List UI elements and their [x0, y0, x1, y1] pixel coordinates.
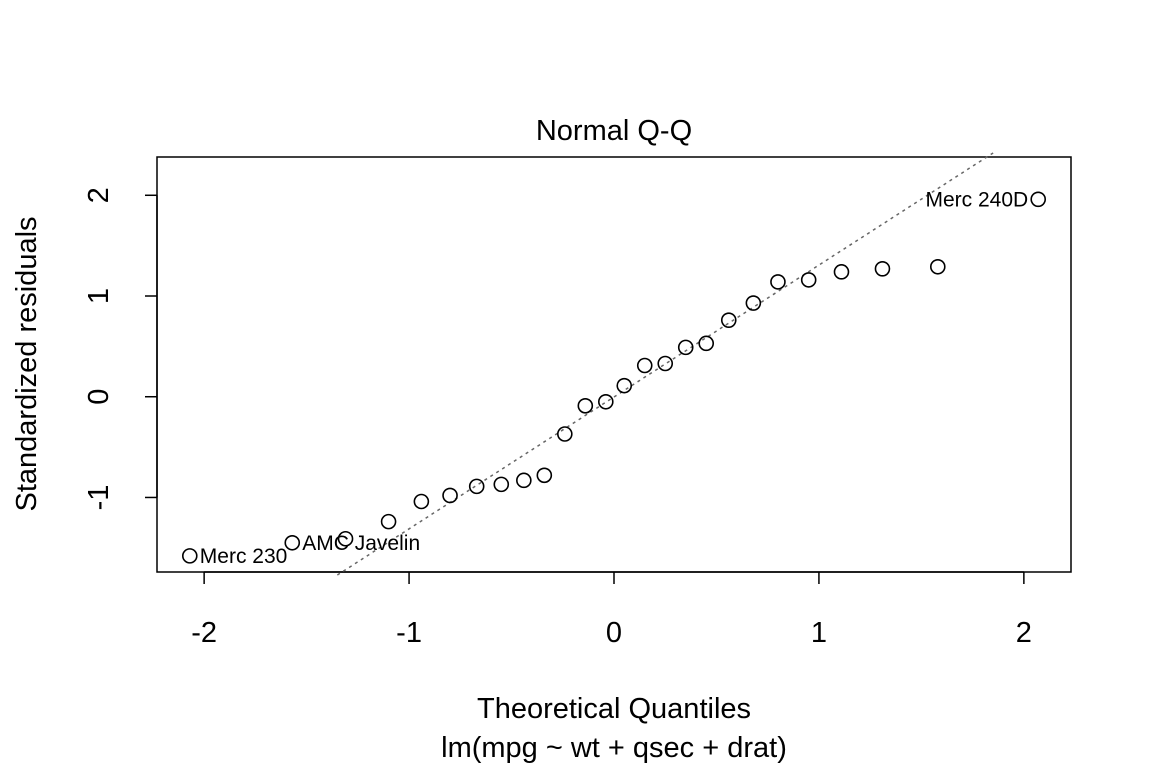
data-point: [577, 397, 594, 414]
x-tick-label: 1: [811, 617, 827, 649]
y-tick-label: 1: [83, 288, 115, 304]
x-axis-label: Theoretical Quantiles: [477, 693, 751, 725]
y-tick-label: -1: [83, 485, 115, 511]
data-point: [800, 272, 817, 288]
plot-frame: [156, 156, 1072, 573]
data-point: [598, 393, 614, 410]
x-tick-label: -2: [191, 617, 217, 649]
data-point: [698, 335, 715, 352]
data-point: [929, 258, 946, 275]
data-point: [284, 534, 301, 551]
model-formula-label: lm(mpg ~ wt + qsec + drat): [441, 732, 787, 764]
reference-line: [336, 152, 994, 576]
y-axis-label: Standardized residuals: [11, 216, 43, 511]
data-point: [745, 295, 762, 311]
point-label: Merc 240D: [926, 188, 1029, 211]
data-point: [677, 339, 694, 356]
x-tick-label: 0: [606, 617, 622, 649]
x-tick-label: -1: [396, 617, 422, 649]
data-point: [874, 261, 891, 277]
y-axis: -1 0 1 2: [83, 187, 158, 511]
data-point: [493, 476, 510, 493]
data-point: [442, 487, 458, 504]
data-point: [516, 472, 532, 489]
data-point: [720, 312, 737, 328]
data-point: [770, 274, 786, 290]
data-point: [536, 467, 553, 484]
data-point: [380, 513, 397, 530]
point-label: Merc 230: [200, 545, 288, 568]
x-axis: -2 -1 0 1 2: [191, 571, 1032, 649]
chart-title: Normal Q-Q: [536, 115, 692, 147]
point-label: AMC Javelin: [302, 532, 420, 555]
data-point: [468, 478, 485, 495]
data-point: [557, 426, 573, 442]
y-tick-label: 2: [83, 187, 115, 203]
data-point: [413, 493, 430, 510]
data-point: [337, 530, 354, 547]
data-point: [833, 264, 850, 280]
point-annotations: Merc 230 AMC Javelin Merc 240D: [200, 188, 1028, 568]
data-point: [636, 357, 653, 374]
x-tick-label: 2: [1016, 617, 1032, 649]
data-points: [181, 191, 1047, 564]
data-point: [657, 355, 674, 372]
data-point: [616, 377, 633, 394]
data-point: [1030, 191, 1047, 208]
y-tick-label: 0: [83, 389, 115, 405]
data-point: [181, 548, 198, 564]
